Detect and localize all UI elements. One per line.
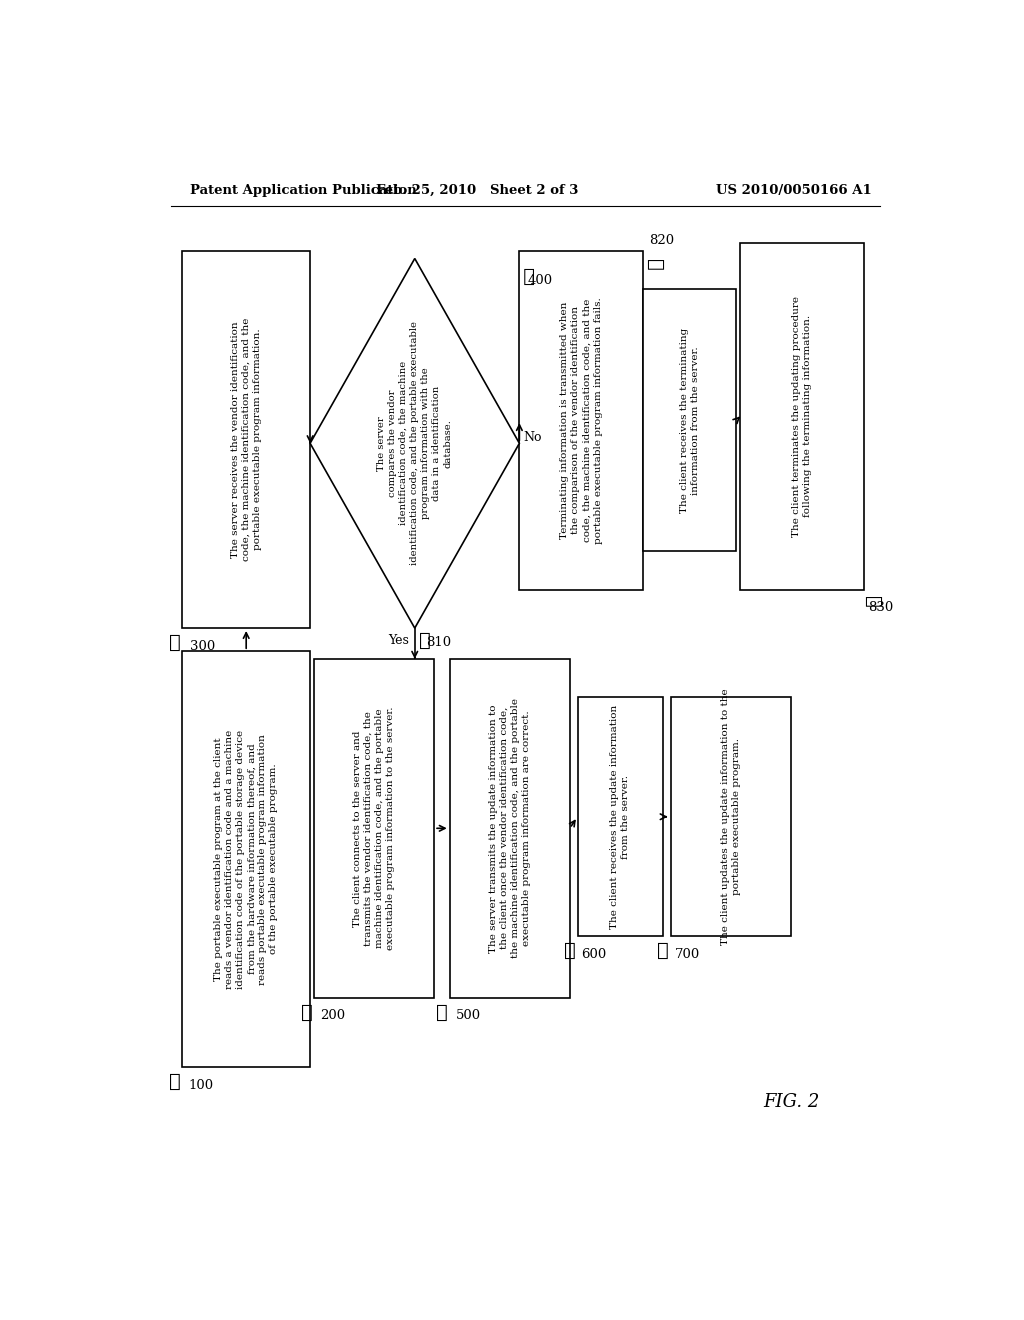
Bar: [671, 697, 791, 936]
Text: FIG. 2: FIG. 2: [764, 1093, 820, 1110]
Text: The server
compares the vendor
identification code, the machine
identification c: The server compares the vendor identific…: [377, 321, 453, 565]
Text: 700: 700: [675, 948, 699, 961]
Text: The client receives the terminating
information from the server.: The client receives the terminating info…: [680, 327, 700, 513]
Text: ⌣: ⌣: [521, 267, 532, 284]
Text: The client connects to the server and
transmits the vendor identification code, : The client connects to the server and tr…: [353, 706, 395, 950]
Text: 810: 810: [426, 636, 452, 649]
Text: ⌣: ⌣: [657, 942, 669, 960]
Text: 820: 820: [649, 234, 675, 247]
Text: ⌣: ⌣: [436, 1003, 449, 1022]
Polygon shape: [310, 259, 519, 628]
Text: Yes: Yes: [388, 635, 409, 647]
Bar: [578, 697, 663, 936]
Text: ⌣: ⌣: [564, 942, 575, 960]
Text: 400: 400: [527, 275, 552, 286]
Text: 300: 300: [190, 640, 215, 652]
Bar: [314, 659, 434, 998]
Bar: [740, 243, 864, 590]
Text: ⌣: ⌣: [862, 595, 881, 607]
Text: ⌣: ⌣: [169, 635, 180, 652]
Text: The client updates the update information to the
portable executable program.: The client updates the update informatio…: [721, 689, 740, 945]
Text: US 2010/0050166 A1: US 2010/0050166 A1: [716, 185, 872, 197]
Text: 100: 100: [188, 1078, 214, 1092]
Text: Patent Application Publication: Patent Application Publication: [190, 185, 417, 197]
Bar: [643, 289, 736, 552]
Text: 600: 600: [582, 948, 606, 961]
Text: ⌣: ⌣: [301, 1003, 312, 1022]
Text: Feb. 25, 2010   Sheet 2 of 3: Feb. 25, 2010 Sheet 2 of 3: [376, 185, 578, 197]
Text: ⌣: ⌣: [419, 632, 430, 649]
Text: No: No: [523, 430, 542, 444]
Text: 500: 500: [456, 1010, 481, 1022]
Text: The server receives the vendor identification
code, the machine identification c: The server receives the vendor identific…: [230, 318, 262, 561]
Text: 200: 200: [321, 1010, 345, 1022]
Text: Terminating information is transmitted when
the comparison of the vendor identif: Terminating information is transmitted w…: [560, 297, 602, 544]
Text: The portable executable program at the client
reads a vendor identification code: The portable executable program at the c…: [214, 730, 279, 989]
Bar: [182, 251, 310, 628]
Bar: [182, 651, 310, 1067]
Text: The client receives the update information
from the server.: The client receives the update informati…: [610, 705, 630, 929]
Bar: [450, 659, 569, 998]
Text: 830: 830: [868, 601, 893, 614]
Text: ⌣: ⌣: [645, 259, 663, 271]
Text: The server transmits the update information to
the client once the vendor identi: The server transmits the update informat…: [488, 698, 530, 958]
Text: The client terminates the updating procedure
following the terminating informati: The client terminates the updating proce…: [793, 296, 812, 537]
Text: ⌣: ⌣: [169, 1073, 180, 1092]
Bar: [519, 251, 643, 590]
